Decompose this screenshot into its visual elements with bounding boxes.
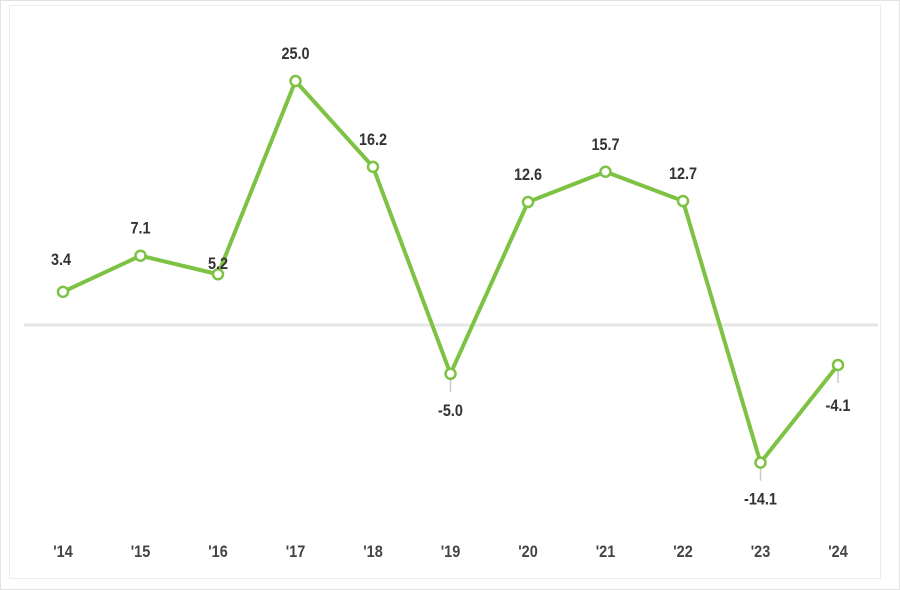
- x-tick-label: '22: [673, 543, 693, 561]
- data-label: -14.1: [744, 491, 777, 509]
- x-tick-label: '19: [441, 543, 461, 561]
- x-tick-label: '17: [286, 543, 306, 561]
- x-tick-label: '20: [518, 543, 538, 561]
- x-tick-label: '14: [53, 543, 73, 561]
- data-label: 25.0: [281, 45, 309, 63]
- data-point-marker: [521, 195, 535, 209]
- data-label: 3.4: [51, 251, 71, 269]
- data-point-marker: [676, 194, 690, 208]
- data-point-marker: [289, 74, 302, 88]
- x-tick-label: '15: [131, 543, 151, 561]
- data-label: 15.7: [591, 136, 619, 154]
- data-label: -5.0: [438, 402, 463, 420]
- x-tick-label: '21: [596, 543, 616, 561]
- chart-area: [9, 5, 881, 579]
- data-label: 16.2: [359, 131, 387, 149]
- data-label: 5.2: [208, 255, 228, 273]
- x-tick-label: '23: [751, 543, 771, 561]
- data-point-marker: [754, 456, 767, 469]
- x-tick-label: '16: [208, 543, 228, 561]
- x-tick-label: '18: [363, 543, 383, 561]
- data-point-marker: [134, 249, 147, 262]
- data-label: 12.7: [669, 165, 697, 183]
- data-point-marker: [831, 358, 845, 372]
- data-point-marker: [444, 367, 457, 381]
- data-label: 12.6: [514, 166, 542, 184]
- data-point-marker: [599, 165, 612, 179]
- data-point-marker: [211, 267, 225, 281]
- data-label: -4.1: [826, 397, 851, 415]
- data-label: 7.1: [130, 220, 150, 238]
- data-point-marker: [366, 160, 380, 174]
- data-point-marker: [56, 285, 70, 299]
- x-tick-label: '24: [828, 543, 848, 561]
